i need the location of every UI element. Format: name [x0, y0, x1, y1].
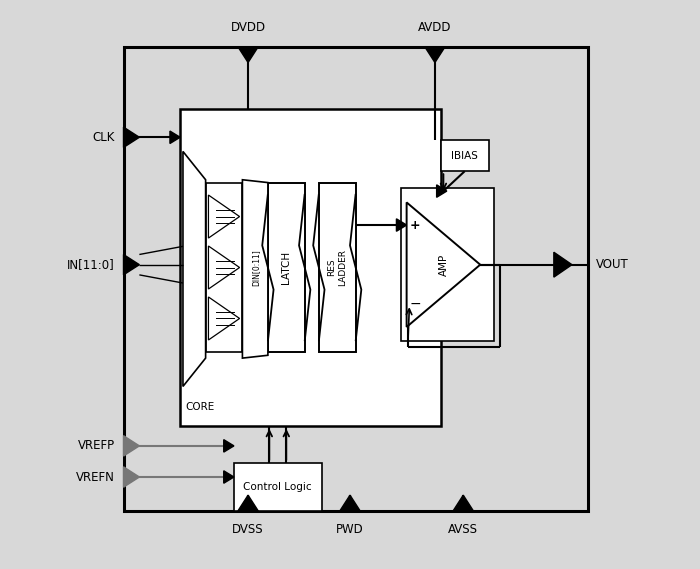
Bar [268, 183, 304, 352]
Polygon shape [238, 495, 258, 511]
Bar [180, 109, 440, 426]
Polygon shape [224, 471, 234, 483]
Polygon shape [170, 131, 180, 143]
Polygon shape [437, 185, 447, 197]
Text: DVDD: DVDD [230, 21, 265, 34]
Polygon shape [123, 467, 139, 487]
Text: +: + [410, 218, 421, 232]
Polygon shape [242, 180, 268, 358]
Text: PWD: PWD [336, 523, 364, 537]
Polygon shape [224, 440, 234, 452]
Polygon shape [183, 151, 206, 386]
Polygon shape [123, 254, 139, 275]
Text: AMP: AMP [438, 254, 449, 276]
Polygon shape [238, 47, 258, 63]
Polygon shape [123, 127, 139, 147]
Polygon shape [123, 436, 139, 456]
Text: VOUT: VOUT [596, 258, 629, 271]
Polygon shape [396, 219, 407, 231]
Text: IN[11:0]: IN[11:0] [67, 258, 115, 271]
Text: RES
LADDER: RES LADDER [328, 249, 347, 286]
Bar [440, 140, 489, 171]
Bar [123, 47, 588, 511]
Text: CLK: CLK [92, 131, 115, 144]
Polygon shape [340, 495, 360, 511]
Polygon shape [453, 495, 473, 511]
Bar [206, 183, 242, 352]
Polygon shape [209, 195, 239, 238]
Bar [319, 183, 356, 352]
Text: −: − [410, 298, 421, 311]
Text: DIN[0:11]: DIN[0:11] [251, 249, 260, 286]
Polygon shape [407, 203, 480, 327]
Text: Control Logic: Control Logic [244, 482, 312, 492]
Polygon shape [209, 246, 239, 289]
Polygon shape [425, 47, 445, 63]
Bar [401, 188, 494, 341]
Text: VREFP: VREFP [78, 439, 115, 452]
Text: VREFN: VREFN [76, 471, 115, 484]
Polygon shape [209, 297, 239, 340]
Text: IBIAS: IBIAS [452, 151, 478, 160]
Text: CORE: CORE [186, 402, 215, 412]
Bar [234, 463, 322, 511]
Text: AVSS: AVSS [448, 523, 478, 537]
Text: AVDD: AVDD [418, 21, 452, 34]
Text: DVSS: DVSS [232, 523, 264, 537]
Polygon shape [554, 252, 572, 277]
Text: LATCH: LATCH [281, 251, 291, 284]
